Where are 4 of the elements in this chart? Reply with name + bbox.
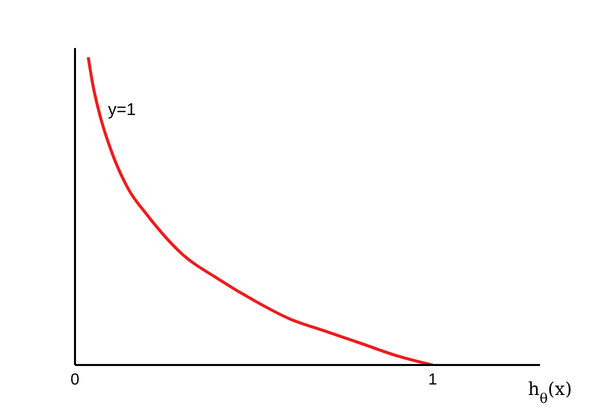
x-axis-title: h$_{θ}$(x): [528, 379, 572, 407]
annotation: y=1: [108, 100, 136, 120]
x-tick-label: 1: [428, 371, 438, 388]
x-tick-label: 0: [70, 371, 80, 388]
